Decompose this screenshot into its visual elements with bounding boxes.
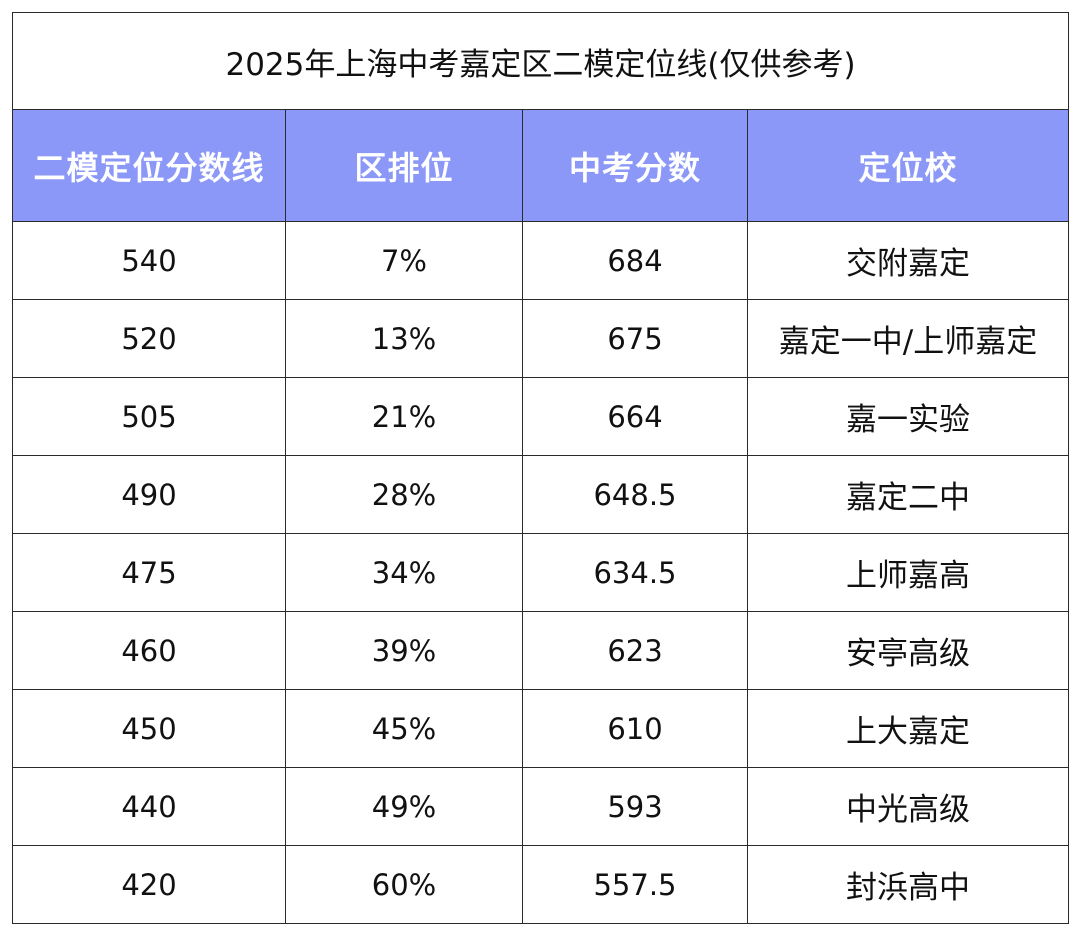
table-row: 540 7% 684 交附嘉定: [12, 221, 1070, 300]
table-row: 440 49% 593 中光高级: [12, 767, 1070, 846]
school-cell: 上大嘉定: [746, 689, 1070, 768]
school-cell: 嘉定二中: [746, 455, 1070, 534]
header-row: 二模定位分数线 区排位 中考分数 定位校: [12, 109, 1070, 222]
score-cell: 490: [12, 455, 286, 534]
column-header-school: 定位校: [746, 109, 1070, 222]
rank-cell: 49%: [285, 767, 523, 846]
score-cell: 440: [12, 767, 286, 846]
score-cell: 450: [12, 689, 286, 768]
table-row: 460 39% 623 安亭高级: [12, 611, 1070, 690]
zhongkao-cell: 648.5: [522, 455, 748, 534]
rank-cell: 45%: [285, 689, 523, 768]
school-cell: 中光高级: [746, 767, 1070, 846]
rank-cell: 60%: [285, 845, 523, 924]
score-cell: 475: [12, 533, 286, 612]
table-row: 450 45% 610 上大嘉定: [12, 689, 1070, 768]
score-cell: 460: [12, 611, 286, 690]
rank-cell: 34%: [285, 533, 523, 612]
rank-cell: 21%: [285, 377, 523, 456]
zhongkao-cell: 634.5: [522, 533, 748, 612]
school-cell: 嘉一实验: [746, 377, 1070, 456]
school-cell: 安亭高级: [746, 611, 1070, 690]
zhongkao-cell: 623: [522, 611, 748, 690]
rank-cell: 39%: [285, 611, 523, 690]
table-row: 420 60% 557.5 封浜高中: [12, 845, 1070, 924]
zhongkao-cell: 684: [522, 221, 748, 300]
school-cell: 封浜高中: [746, 845, 1070, 924]
score-cell: 520: [12, 299, 286, 378]
score-cell: 540: [12, 221, 286, 300]
zhongkao-cell: 664: [522, 377, 748, 456]
table-row: 520 13% 675 嘉定一中/上师嘉定: [12, 299, 1070, 378]
rank-cell: 13%: [285, 299, 523, 378]
table-row: 505 21% 664 嘉一实验: [12, 377, 1070, 456]
rank-cell: 7%: [285, 221, 523, 300]
zhongkao-cell: 557.5: [522, 845, 748, 924]
score-cell: 420: [12, 845, 286, 924]
school-cell: 上师嘉高: [746, 533, 1070, 612]
column-header-zhongkao: 中考分数: [522, 109, 748, 222]
title-row: 2025年上海中考嘉定区二模定位线(仅供参考): [11, 12, 1070, 110]
table-title: 2025年上海中考嘉定区二模定位线(仅供参考): [11, 12, 1070, 110]
rank-cell: 28%: [285, 455, 523, 534]
zhongkao-cell: 593: [522, 767, 748, 846]
score-cell: 505: [12, 377, 286, 456]
zhongkao-cell: 675: [522, 299, 748, 378]
column-header-score: 二模定位分数线: [12, 109, 286, 222]
table-row: 490 28% 648.5 嘉定二中: [12, 455, 1070, 534]
school-cell: 交附嘉定: [746, 221, 1070, 300]
school-cell: 嘉定一中/上师嘉定: [746, 299, 1070, 378]
zhongkao-cell: 610: [522, 689, 748, 768]
cutoff-table: 2025年上海中考嘉定区二模定位线(仅供参考) 二模定位分数线 区排位 中考分数…: [11, 12, 1070, 924]
table-row: 475 34% 634.5 上师嘉高: [12, 533, 1070, 612]
column-header-rank: 区排位: [285, 109, 523, 222]
